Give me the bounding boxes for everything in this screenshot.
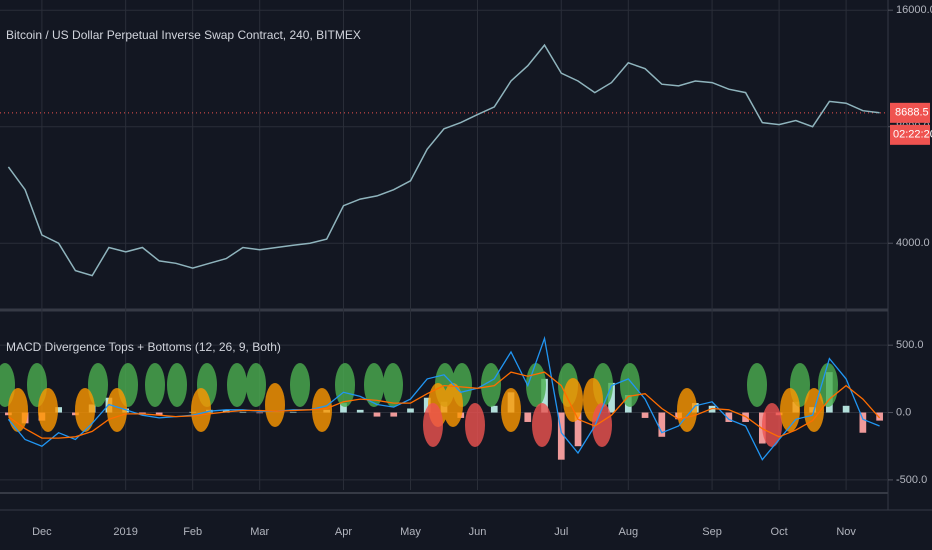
orange-markers bbox=[8, 378, 824, 432]
marker bbox=[107, 388, 127, 432]
marker bbox=[383, 363, 403, 407]
marker bbox=[167, 363, 187, 407]
y-tick-label: 500.0 bbox=[896, 339, 924, 351]
x-tick-label: May bbox=[400, 526, 421, 538]
histogram-bar bbox=[641, 412, 649, 418]
indicator-title: MACD Divergence Tops + Bottoms (12, 26, … bbox=[6, 340, 281, 354]
histogram-bar bbox=[356, 409, 364, 413]
marker bbox=[75, 388, 95, 432]
marker bbox=[88, 363, 108, 407]
histogram-bar bbox=[842, 405, 850, 413]
x-tick-label: Dec bbox=[32, 526, 52, 538]
histogram-bar bbox=[423, 397, 431, 413]
marker bbox=[312, 388, 332, 432]
x-tick-label: Oct bbox=[771, 526, 788, 538]
histogram-bar bbox=[859, 412, 867, 433]
marker bbox=[265, 383, 285, 427]
line-series bbox=[7, 43, 880, 277]
histogram-bar bbox=[373, 412, 381, 417]
marker bbox=[227, 363, 247, 407]
marker bbox=[38, 388, 58, 432]
marker bbox=[335, 363, 355, 407]
histogram-bar bbox=[876, 412, 883, 421]
countdown-label: 02:22:20 bbox=[893, 129, 932, 141]
y-tick-label: 16000.0 bbox=[896, 4, 932, 16]
marker bbox=[8, 388, 28, 432]
marker bbox=[532, 403, 552, 447]
histogram-bar bbox=[239, 411, 247, 413]
last-price-box bbox=[890, 102, 930, 123]
x-tick-label: Jun bbox=[469, 526, 487, 538]
marker bbox=[145, 363, 165, 407]
marker bbox=[526, 363, 546, 407]
green-markers bbox=[0, 363, 838, 407]
histogram-bar bbox=[557, 412, 565, 460]
x-tick-label: 2019 bbox=[113, 526, 137, 538]
marker bbox=[443, 383, 463, 427]
marker bbox=[563, 378, 583, 422]
histogram-bar bbox=[55, 407, 62, 413]
last-price-label: 8688.5 bbox=[895, 107, 929, 119]
y-tick-label: 4000.0 bbox=[896, 237, 930, 249]
histogram-bar bbox=[256, 412, 264, 414]
histogram-bar bbox=[725, 412, 733, 422]
histogram-bar bbox=[139, 412, 146, 414]
histogram-bar bbox=[658, 412, 666, 437]
x-tick-label: Mar bbox=[250, 526, 269, 538]
histogram-bar bbox=[490, 405, 498, 413]
histogram-bar bbox=[407, 408, 414, 413]
y-tick-label: 0.0 bbox=[896, 406, 911, 418]
line-series bbox=[8, 371, 881, 439]
marker bbox=[747, 363, 767, 407]
histogram-bar bbox=[608, 382, 615, 413]
x-tick-label: Aug bbox=[619, 526, 639, 538]
histogram-bar bbox=[289, 411, 297, 413]
marker bbox=[364, 363, 384, 407]
histogram-bar bbox=[390, 412, 398, 417]
marker bbox=[592, 403, 612, 447]
marker bbox=[501, 388, 521, 432]
histogram-bar bbox=[155, 412, 163, 416]
marker bbox=[191, 388, 211, 432]
marker bbox=[481, 363, 501, 407]
marker bbox=[246, 363, 266, 407]
y-tick-label: -500.0 bbox=[896, 474, 927, 486]
x-tick-label: Nov bbox=[836, 526, 856, 538]
marker bbox=[290, 363, 310, 407]
histogram-bar bbox=[340, 403, 347, 413]
x-tick-label: Jul bbox=[554, 526, 568, 538]
line-series bbox=[7, 335, 880, 461]
x-tick-label: Apr bbox=[335, 526, 352, 538]
marker bbox=[677, 388, 697, 432]
histogram-bar bbox=[574, 412, 582, 447]
x-tick-label: Sep bbox=[702, 526, 722, 538]
marker bbox=[423, 403, 443, 447]
marker bbox=[620, 363, 640, 407]
x-tick-label: Feb bbox=[183, 526, 202, 538]
countdown-box bbox=[890, 124, 930, 145]
chart-title: Bitcoin / US Dollar Perpetual Inverse Sw… bbox=[6, 28, 361, 42]
histogram-bar bbox=[524, 412, 532, 422]
divergence-markers bbox=[0, 363, 838, 447]
marker bbox=[465, 403, 485, 447]
